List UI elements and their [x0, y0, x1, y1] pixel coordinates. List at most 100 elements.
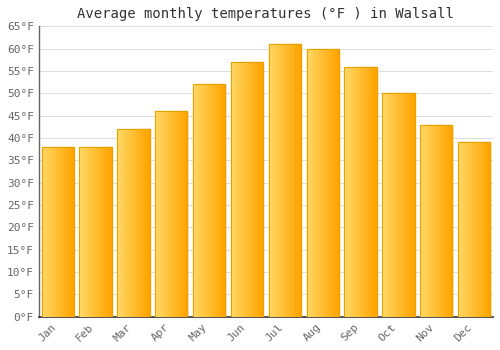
- Bar: [467, 142, 468, 317]
- Bar: [56, 147, 57, 317]
- Bar: [296, 44, 297, 317]
- Bar: [288, 44, 290, 317]
- Bar: [99, 147, 100, 317]
- Bar: [121, 129, 122, 317]
- Bar: [270, 44, 272, 317]
- Bar: [478, 142, 480, 317]
- Bar: [97, 147, 98, 317]
- Bar: [146, 129, 147, 317]
- Bar: [364, 66, 365, 317]
- Bar: [52, 147, 54, 317]
- Bar: [100, 147, 101, 317]
- Bar: [458, 142, 460, 317]
- Bar: [470, 142, 471, 317]
- Bar: [81, 147, 82, 317]
- Bar: [320, 49, 321, 317]
- Bar: [164, 111, 165, 317]
- Bar: [186, 111, 188, 317]
- Bar: [202, 84, 203, 317]
- Bar: [220, 84, 221, 317]
- Bar: [122, 129, 123, 317]
- Bar: [440, 125, 441, 317]
- Bar: [47, 147, 48, 317]
- Bar: [330, 49, 331, 317]
- Bar: [238, 62, 240, 317]
- Bar: [68, 147, 70, 317]
- Bar: [196, 84, 197, 317]
- Bar: [365, 66, 366, 317]
- Bar: [172, 111, 174, 317]
- Bar: [48, 147, 49, 317]
- Bar: [246, 62, 247, 317]
- Bar: [48, 147, 50, 317]
- Bar: [193, 84, 225, 317]
- Bar: [280, 44, 281, 317]
- Bar: [397, 93, 398, 317]
- Bar: [284, 44, 285, 317]
- Bar: [327, 49, 328, 317]
- Bar: [73, 147, 74, 317]
- Bar: [123, 129, 124, 317]
- Bar: [410, 93, 412, 317]
- Bar: [295, 44, 296, 317]
- Bar: [94, 147, 95, 317]
- Bar: [269, 44, 270, 317]
- Bar: [400, 93, 401, 317]
- Bar: [294, 44, 295, 317]
- Bar: [388, 93, 389, 317]
- Bar: [439, 125, 440, 317]
- Bar: [358, 66, 360, 317]
- Bar: [234, 62, 235, 317]
- Bar: [93, 147, 94, 317]
- Bar: [134, 129, 136, 317]
- Bar: [396, 93, 397, 317]
- Bar: [173, 111, 174, 317]
- Bar: [235, 62, 236, 317]
- Bar: [194, 84, 195, 317]
- Bar: [278, 44, 279, 317]
- Bar: [335, 49, 336, 317]
- Bar: [120, 129, 122, 317]
- Bar: [403, 93, 404, 317]
- Bar: [424, 125, 426, 317]
- Bar: [130, 129, 131, 317]
- Bar: [245, 62, 246, 317]
- Bar: [98, 147, 99, 317]
- Bar: [200, 84, 201, 317]
- Bar: [168, 111, 169, 317]
- Bar: [276, 44, 277, 317]
- Bar: [367, 66, 368, 317]
- Bar: [155, 111, 156, 317]
- Bar: [104, 147, 106, 317]
- Bar: [321, 49, 322, 317]
- Bar: [432, 125, 433, 317]
- Bar: [241, 62, 242, 317]
- Bar: [420, 125, 452, 317]
- Bar: [394, 93, 395, 317]
- Bar: [248, 62, 249, 317]
- Bar: [363, 66, 364, 317]
- Bar: [312, 49, 313, 317]
- Bar: [204, 84, 206, 317]
- Bar: [133, 129, 134, 317]
- Bar: [385, 93, 386, 317]
- Bar: [208, 84, 209, 317]
- Bar: [484, 142, 485, 317]
- Bar: [54, 147, 55, 317]
- Bar: [298, 44, 299, 317]
- Bar: [332, 49, 333, 317]
- Bar: [71, 147, 72, 317]
- Bar: [60, 147, 61, 317]
- Bar: [148, 129, 149, 317]
- Bar: [412, 93, 414, 317]
- Bar: [166, 111, 167, 317]
- Bar: [382, 93, 414, 317]
- Bar: [299, 44, 300, 317]
- Bar: [462, 142, 463, 317]
- Bar: [88, 147, 89, 317]
- Bar: [392, 93, 394, 317]
- Bar: [317, 49, 318, 317]
- Bar: [334, 49, 335, 317]
- Bar: [127, 129, 128, 317]
- Bar: [163, 111, 164, 317]
